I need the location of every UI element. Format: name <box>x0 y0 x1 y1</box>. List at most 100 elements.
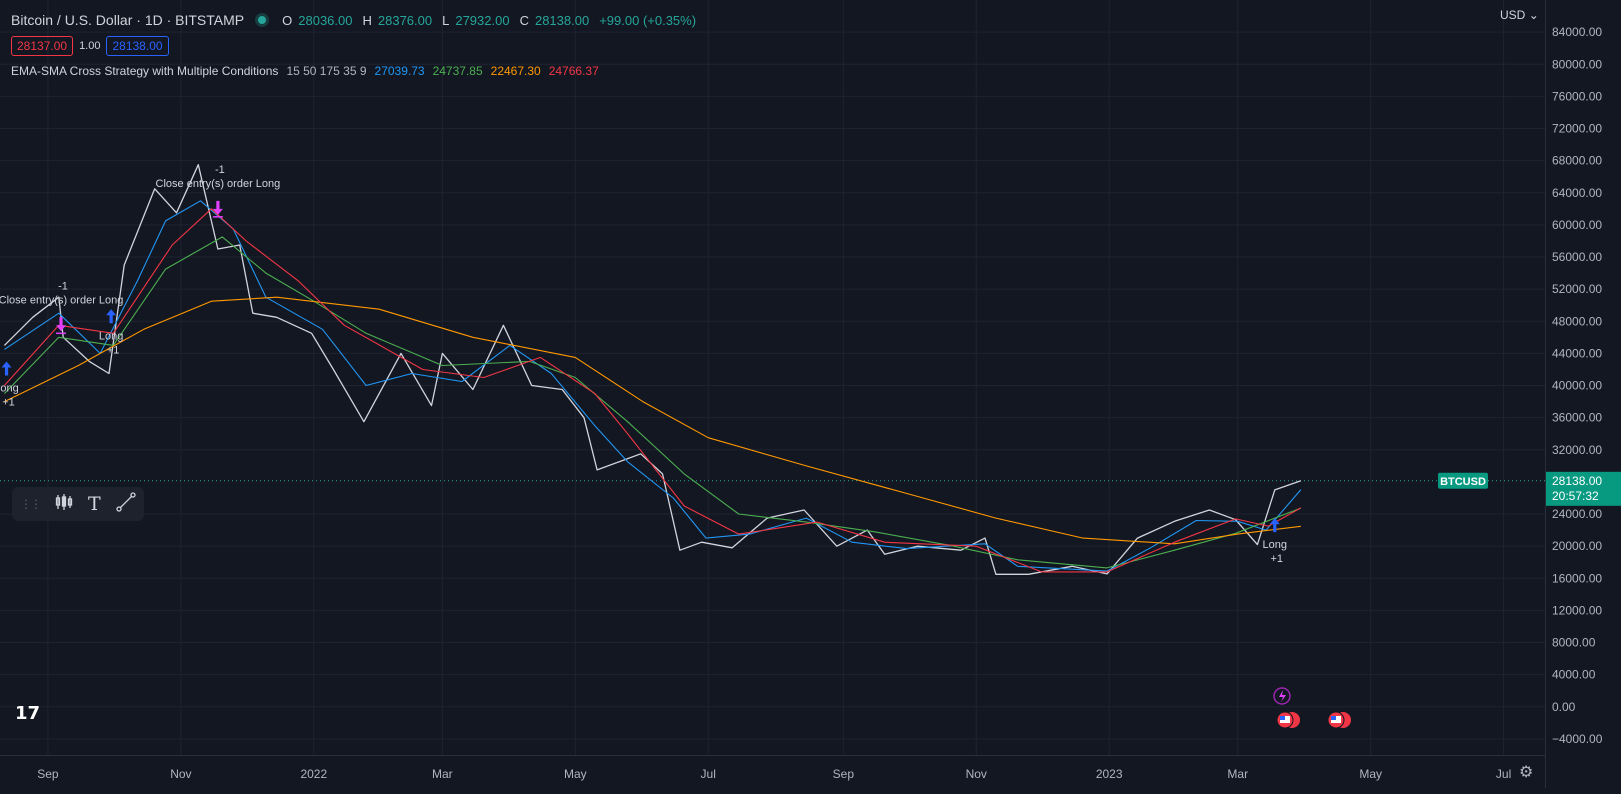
chart-pane[interactable]: Long +1 -1 Close entry(s) order Long Long +1 -… <box>0 0 1545 755</box>
lightning-bolt-icon <box>1279 690 1286 702</box>
ohlc-label-low: L <box>442 12 450 28</box>
arrow-up-icon <box>106 309 117 324</box>
price-axis-scale[interactable]: 84000.00 80000.00 76000.00 72000.00 68000.00… <box>1546 0 1621 788</box>
arrow-up-icon <box>1 361 12 376</box>
events-area[interactable] <box>1273 687 1351 729</box>
indicator-series-line-4 <box>3 208 1302 573</box>
price-tick-label: −4000.00 <box>1552 732 1603 746</box>
time-tick-label: Jul <box>1496 767 1511 781</box>
time-tick-label: Sep <box>37 767 59 781</box>
candles-tool-icon[interactable] <box>54 493 74 516</box>
price-tick-label: 84000.00 <box>1552 25 1602 39</box>
price-tick-label: 44000.00 <box>1552 346 1602 360</box>
price-tick-label: 80000.00 <box>1552 57 1602 71</box>
buy-button[interactable]: 28138.00 <box>106 36 169 56</box>
indicator-value-ema-fast: 27039.73 <box>374 64 425 78</box>
ohlc-value-high: 28376.00 <box>377 12 433 28</box>
tradingview-logo[interactable]: 17 <box>15 703 41 724</box>
last-price-value: 28138.00 <box>1552 474 1602 488</box>
marker-qty: +1 <box>2 396 15 408</box>
market-status-icon[interactable] <box>258 16 267 24</box>
price-tick-label: 12000.00 <box>1552 603 1602 617</box>
text-tool-icon[interactable]: T <box>88 493 101 515</box>
ohlc-label-open: O <box>282 12 293 28</box>
indicator-name[interactable]: EMA-SMA Cross Strategy with Multiple Con… <box>11 64 279 78</box>
price-tick-label: 32000.00 <box>1552 443 1602 457</box>
last-price-tag <box>1546 471 1621 506</box>
arrow-up-icon <box>1269 518 1280 533</box>
price-tick-label: 24000.00 <box>1552 507 1602 521</box>
ohlc-label-high: H <box>362 12 372 28</box>
price-change: +99.00 (+0.35%) <box>599 12 697 28</box>
time-tick-label: May <box>1359 767 1382 781</box>
time-axis[interactable]: Sep Nov 2022 Mar May Jul Sep Nov 2023 Mar May Jul <box>0 755 1545 788</box>
symbol-title[interactable]: Bitcoin / U.S. Dollar · 1D · BITSTAMP <box>11 12 245 28</box>
settings-gear-icon[interactable]: ⚙ <box>1519 764 1534 781</box>
indicator-params: 15 50 175 35 9 <box>286 64 367 78</box>
price-tick-label: 68000.00 <box>1552 154 1602 168</box>
drag-handle-icon[interactable]: ⋮⋮ <box>20 497 42 511</box>
marker-qty: +1 <box>1271 553 1284 565</box>
bar-countdown: 20:57:32 <box>1552 489 1599 503</box>
price-tick-label: 8000.00 <box>1552 636 1596 650</box>
indicator-value-sma-long: 22467.30 <box>490 64 541 78</box>
price-tick-label: 52000.00 <box>1552 282 1602 296</box>
price-tick-label: 48000.00 <box>1552 314 1602 328</box>
flag-canton <box>1280 716 1285 720</box>
marker-qty: +1 <box>107 344 120 356</box>
time-tick-label: Nov <box>170 767 191 781</box>
price-axis[interactable]: 84000.00 80000.00 76000.00 72000.00 68000.00… <box>1545 0 1621 788</box>
marker-label: Long <box>1263 539 1287 551</box>
marker-label: Close entry(s) order Long <box>156 178 281 190</box>
flag-canton <box>1331 716 1336 720</box>
arrow-down-icon <box>212 200 223 215</box>
price-tick-label: 72000.00 <box>1552 122 1602 136</box>
spread-value: 1.00 <box>79 40 101 52</box>
symbol-tag-label: BTCUSD <box>1440 476 1486 488</box>
indicator-series-line-2 <box>4 236 1302 569</box>
currency-selector[interactable]: USD ⌄ <box>1500 8 1539 22</box>
marker-label: Close entry(s) order Long <box>0 294 123 306</box>
price-tick-label: 56000.00 <box>1552 250 1602 264</box>
time-tick-label: Mar <box>1227 767 1248 781</box>
time-axis-scale[interactable]: Sep Nov 2022 Mar May Jul Sep Nov 2023 Mar May Jul <box>0 756 1545 789</box>
price-tick-label: 76000.00 <box>1552 89 1602 103</box>
indicator-value-sma-mid: 24766.37 <box>548 64 599 78</box>
time-tick-label: Nov <box>966 767 987 781</box>
price-series-line <box>3 164 1302 575</box>
long-entry-marker[interactable]: Long +1 <box>99 309 123 356</box>
lightning-event-icon <box>1273 687 1291 705</box>
indicator-series-line-3 <box>4 296 1301 545</box>
long-entry-marker[interactable]: Long +1 <box>0 361 19 408</box>
indicator-value-ema-slow: 24737.85 <box>432 64 483 78</box>
price-tick-label: 4000.00 <box>1552 668 1596 682</box>
price-tick-label: 40000.00 <box>1552 379 1602 393</box>
close-exit-marker[interactable]: -1 Close entry(s) order Long <box>156 164 281 218</box>
symbol-tag <box>1438 472 1488 489</box>
marker-label: Long <box>99 330 123 342</box>
time-tick-label: Sep <box>833 767 855 781</box>
time-tick-label: Jul <box>701 767 716 781</box>
ohlc-value-close: 28138.00 <box>534 12 590 28</box>
close-exit-marker[interactable]: -1 Close entry(s) order Long <box>0 280 123 335</box>
price-tick-label: 60000.00 <box>1552 218 1602 232</box>
ohlc-value-open: 28036.00 <box>298 12 353 28</box>
time-tick-label: Mar <box>432 767 453 781</box>
sell-button[interactable]: 28137.00 <box>11 36 74 56</box>
currency-label: USD <box>1500 8 1526 22</box>
price-tick-label: 20000.00 <box>1552 539 1602 553</box>
time-tick-label: 2023 <box>1096 767 1123 781</box>
price-tick-label: 16000.00 <box>1552 571 1602 585</box>
long-entry-marker[interactable]: Long +1 <box>1263 518 1287 565</box>
chevron-down-icon: ⌄ <box>1528 8 1539 22</box>
marker-qty: -1 <box>215 164 225 176</box>
time-tick-label: 2022 <box>300 767 327 781</box>
marker-label: Long <box>0 382 19 394</box>
ohlc-value-low: 27932.00 <box>455 12 510 28</box>
time-tick-label: May <box>564 767 587 781</box>
floating-drawing-toolbar: ⋮⋮ T <box>12 487 144 521</box>
trend-line-tool-icon[interactable] <box>115 491 137 518</box>
ohlc-label-close: C <box>519 12 529 28</box>
price-chart[interactable]: Long +1 -1 Close entry(s) order Long Long +1 -… <box>0 0 1545 755</box>
